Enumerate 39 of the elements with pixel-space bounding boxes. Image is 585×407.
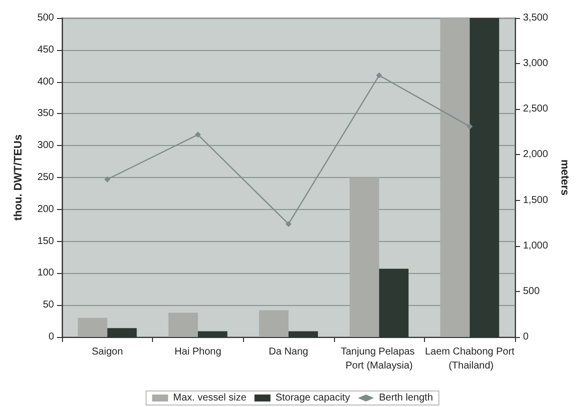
y-tick-label: 250	[37, 172, 54, 183]
bar	[350, 178, 380, 337]
x-tick-label: Tanjung Pelapas Port (Malaysia)	[340, 346, 418, 372]
y2-tick-label: 1,500	[523, 194, 548, 206]
y-tick-label: 100	[37, 268, 54, 279]
bar	[259, 310, 288, 337]
y2-tick-label: 2,000	[523, 149, 548, 160]
y2-axis-title: meters	[558, 159, 570, 196]
y-tick-label: 400	[37, 76, 54, 88]
x-tick-label: Hai Phong	[174, 346, 222, 358]
y2-tick-label: 3,500	[523, 12, 548, 24]
y-tick-label: 450	[37, 44, 54, 56]
y2-tick-label: 2,500	[523, 104, 548, 115]
y-tick-label: 150	[37, 236, 54, 247]
point	[194, 132, 201, 138]
y2-tick-label: 3,000	[523, 58, 548, 70]
legend-label: Storage capacity	[275, 392, 350, 404]
bar	[168, 312, 198, 337]
y2-tick-label: 500	[523, 286, 540, 297]
point	[104, 176, 110, 182]
y-tick-label: 0	[48, 332, 54, 342]
x-tick-label: Saigon	[92, 346, 123, 358]
y2-tick-label: 1,000	[523, 240, 548, 252]
y-tick-label: 50	[42, 300, 54, 311]
legend-label: Berth length	[378, 392, 433, 404]
y-tick-label: 200	[37, 204, 54, 215]
bar	[440, 18, 470, 337]
y2-tick-label: 0	[523, 332, 529, 342]
point	[466, 123, 473, 130]
point	[376, 72, 382, 78]
x-tick-label: Laem Chabong Port (Thailand)	[424, 346, 515, 372]
bar	[78, 318, 108, 337]
y-tick-label: 350	[37, 108, 54, 120]
legend-label: Max. vessel size	[173, 392, 247, 404]
y-tick-label: 300	[37, 140, 54, 152]
point	[286, 220, 292, 227]
y-tick-label: 500	[37, 12, 54, 24]
y-axis-title: thou. DWT/TEUs	[12, 134, 24, 221]
x-tick-label: Da Nang	[268, 346, 308, 358]
